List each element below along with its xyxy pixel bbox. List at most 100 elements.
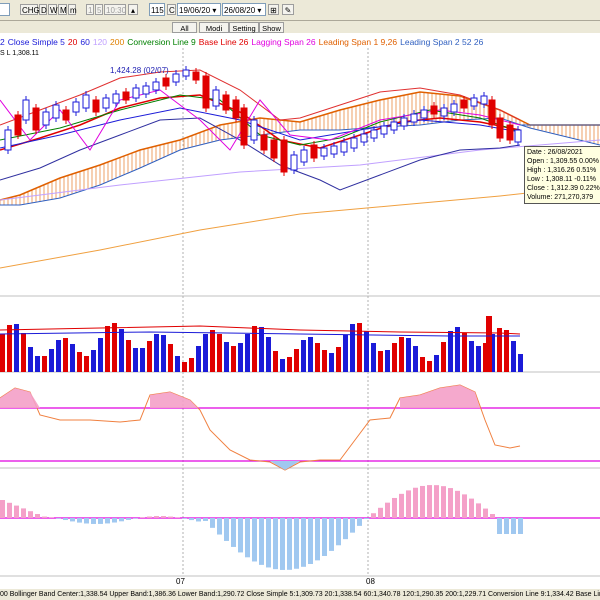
interval-1-button[interactable]: 1 [86, 4, 94, 15]
candle-body [202, 75, 210, 109]
macd-histogram-bar [413, 487, 418, 518]
volume-bar [329, 353, 334, 372]
macd-histogram-bar [238, 518, 243, 553]
legend-item-3[interactable]: 60 [80, 37, 90, 47]
legend-item-7[interactable]: Base Line 26 [198, 37, 249, 47]
candle-body [300, 149, 308, 163]
legend-item-2[interactable]: 20 [67, 37, 78, 47]
volume-bar [252, 326, 257, 372]
volume-bar [203, 334, 208, 372]
tooltip-volume: Volume: 271,270,379 [527, 194, 594, 201]
volume-bar [161, 335, 166, 372]
pencil-icon[interactable]: ✎ [282, 4, 294, 15]
candle-body [112, 93, 120, 104]
candle-body [212, 89, 220, 107]
macd-histogram-bar [105, 518, 110, 524]
conversion-line [0, 94, 521, 146]
legend-item-1[interactable]: Close Simple 5 [7, 37, 65, 47]
macd-histogram-bar [343, 518, 348, 540]
volume-bar [406, 338, 411, 372]
macd-histogram-bar [427, 485, 432, 518]
candle-body [470, 97, 478, 107]
macd-histogram-bar [308, 518, 313, 564]
macd-histogram-bar [161, 516, 166, 518]
secondary-toolbar: All Modi Setting Show [0, 21, 600, 33]
macd-histogram-bar [420, 485, 425, 518]
tooltip-open: Open : 1,309.55 0.00% [527, 158, 599, 165]
volume-bar [315, 343, 320, 372]
cursor-value-readout: S L 1,308.11 [0, 50, 39, 57]
macd-histogram-bar [455, 490, 460, 518]
cursor-toggle-icon[interactable]: ⊞ [268, 4, 279, 15]
macd-histogram-bar [350, 518, 355, 533]
volume-bar [476, 346, 481, 372]
macd-histogram-bar [210, 518, 215, 528]
macd-histogram-bar [154, 516, 159, 518]
legend-item-10[interactable]: Leading Span 2 52 26 [400, 37, 484, 47]
candle-body [400, 117, 408, 127]
macd-histogram-bar [329, 518, 334, 551]
volume-bar [518, 354, 523, 372]
macd-histogram-bar [266, 518, 271, 568]
period-month-button[interactable]: M [58, 4, 67, 15]
volume-bar [210, 330, 215, 372]
candle-body [310, 144, 318, 159]
c-button[interactable]: C [167, 4, 176, 15]
volume-bar [168, 344, 173, 372]
macd-histogram-bar [392, 497, 397, 518]
volume-bar [399, 337, 404, 372]
setting-button[interactable]: Setting [229, 22, 259, 33]
modi-button[interactable]: Modi [199, 22, 229, 33]
candle-body [132, 87, 140, 99]
volume-bar [280, 359, 285, 372]
spin-button[interactable]: ▴ [128, 4, 138, 15]
macd-histogram-bar [434, 485, 439, 518]
volume-bar [497, 328, 502, 372]
macd-histogram-bar [252, 518, 257, 562]
candle-body [122, 91, 130, 101]
legend-item-4[interactable]: 120 [92, 37, 108, 47]
legend-item-6[interactable]: Conversion Line 9 [127, 37, 196, 47]
show-button[interactable]: Show [259, 22, 284, 33]
volume-bar [301, 340, 306, 372]
volume-bar [56, 340, 61, 372]
bar-count-input[interactable]: 115 [149, 3, 165, 16]
candle-body [450, 103, 458, 113]
volume-bar [70, 344, 75, 372]
legend-item-0[interactable]: 2 [0, 37, 5, 47]
interval-5-button[interactable]: 5 [95, 4, 103, 15]
interval-1030-button[interactable]: 10:30 [104, 4, 127, 15]
tooltip-date: Date : 26/08/2021 [527, 149, 583, 156]
chg-button[interactable]: CHG [20, 4, 40, 15]
macd-histogram-bar [126, 518, 131, 520]
start-date-picker[interactable]: 19/06/20 ▾ [177, 3, 221, 16]
candle-body [42, 111, 50, 126]
period-week-button[interactable]: W [48, 4, 58, 15]
legend-item-9[interactable]: Leading Span 1 9,26 [318, 37, 398, 47]
volume-bar [245, 334, 250, 372]
macd-histogram-bar [315, 518, 320, 561]
macd-histogram-bar [469, 498, 474, 518]
period-minute-button[interactable]: m [68, 4, 77, 15]
end-date-picker[interactable]: 26/08/20 ▾ [222, 3, 266, 16]
macd-histogram-bar [133, 518, 138, 519]
macd-histogram-bar [231, 518, 236, 547]
candle-body [320, 147, 328, 157]
legend-item-8[interactable]: Lagging Span 26 [251, 37, 316, 47]
macd-histogram-bar [294, 518, 299, 569]
volume-bar [294, 349, 299, 372]
candle-body [260, 134, 268, 151]
symbol-dropdown[interactable] [0, 3, 10, 16]
volume-bar [357, 323, 362, 372]
all-button[interactable]: All [172, 22, 197, 33]
period-day-button[interactable]: D [39, 4, 47, 15]
legend-item-5[interactable]: 200 [110, 37, 125, 47]
candle-body [360, 133, 368, 143]
candle-body [82, 94, 90, 109]
volume-bar [308, 337, 313, 372]
candle-body [350, 137, 358, 149]
volume-bar [343, 335, 348, 372]
bollinger-upper-line [0, 69, 521, 126]
volume-bar [49, 349, 54, 372]
